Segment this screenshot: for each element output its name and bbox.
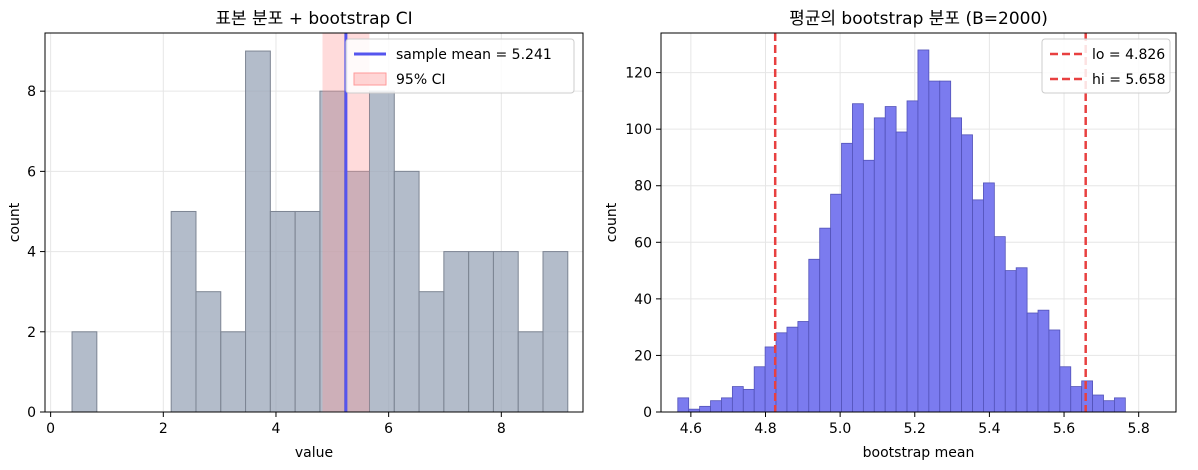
histogram-bar <box>71 331 98 413</box>
histogram-bar <box>220 331 247 413</box>
x-tick-label: 4.8 <box>754 421 776 437</box>
histogram-bar <box>344 170 370 413</box>
legend-label: lo = 4.826 <box>1092 47 1165 63</box>
y-tick-label: 8 <box>27 84 36 100</box>
x-tick-label: 5.4 <box>978 421 1000 437</box>
legend: sample mean = 5.241 95% CI <box>345 38 575 94</box>
histogram-bar <box>841 142 853 413</box>
histogram-bar <box>862 159 875 413</box>
histogram-bar <box>786 326 799 413</box>
histogram-bar <box>895 131 908 413</box>
histogram-bar <box>731 386 744 413</box>
y-tick-label: 60 <box>634 235 652 251</box>
histogram-bar <box>710 400 722 413</box>
y-tick-label: 100 <box>625 122 652 138</box>
chart-title: 표본 분포 + bootstrap CI <box>215 9 412 29</box>
histogram-bar <box>906 100 919 413</box>
histogram-bar <box>852 103 864 413</box>
histogram-bar <box>721 397 733 413</box>
histogram-bar <box>830 193 842 413</box>
x-tick-label: 2 <box>159 421 168 437</box>
histogram-bar <box>764 346 777 413</box>
histogram-bar <box>972 199 984 413</box>
histogram-bar <box>1081 380 1093 413</box>
histogram-bar <box>808 258 821 413</box>
histogram-bar <box>753 366 766 413</box>
axes-frame <box>660 32 1177 413</box>
right-histogram-panel: 4.6 4.8 5.0 5.2 5.4 5.6 5.8 0 20 40 60 80 100 120 boot… <box>604 9 1177 461</box>
histogram-bar <box>884 106 897 413</box>
y-tick-label: 20 <box>634 348 652 364</box>
y-tick-label: 0 <box>643 405 652 421</box>
legend-label: 95% CI <box>396 72 445 88</box>
y-axis-label: count <box>604 202 620 242</box>
histogram-bar <box>928 80 941 413</box>
histogram-bar <box>775 332 788 413</box>
x-tick-label: 8 <box>497 421 506 437</box>
histogram-bar <box>873 117 886 413</box>
histogram-bar <box>699 405 711 413</box>
y-tick-label: 80 <box>634 179 652 195</box>
y-tick-label: 40 <box>634 292 652 308</box>
histogram-bar <box>269 210 296 413</box>
histogram-bar <box>939 80 952 413</box>
x-tick-label: 0 <box>46 421 55 437</box>
legend-label: hi = 5.658 <box>1092 72 1165 88</box>
x-axis-label: value <box>295 445 333 461</box>
x-tick-label: 5.0 <box>829 421 851 437</box>
histogram-bar <box>492 251 519 413</box>
x-tick-label: 5.2 <box>904 421 926 437</box>
histogram-bar <box>170 210 197 413</box>
left-histogram-panel: 0 2 4 6 8 0 2 4 6 8 value count 표본 분포 + bootstrap CI… <box>7 9 584 461</box>
legend-box <box>345 38 575 94</box>
histogram-bar <box>393 170 420 413</box>
y-tick-label: 0 <box>27 405 36 421</box>
y-tick-label: 6 <box>27 164 36 180</box>
histogram-bar <box>797 321 810 413</box>
histogram-bar <box>677 397 690 413</box>
y-tick-label: 120 <box>625 66 652 82</box>
histogram-bar <box>1037 309 1050 413</box>
x-tick-label: 5.8 <box>1128 421 1150 437</box>
histogram-bar <box>468 251 494 413</box>
x-tick-label: 6 <box>384 421 393 437</box>
histogram-bar <box>819 227 832 413</box>
histogram-bar <box>195 291 222 413</box>
x-tick-label: 4 <box>272 421 281 437</box>
axes-frame <box>44 32 584 413</box>
histogram-bar <box>1015 267 1028 413</box>
histogram-bar <box>1103 400 1115 413</box>
histogram-bar <box>961 134 973 413</box>
histogram-bar <box>245 50 271 413</box>
histogram-bar <box>917 49 930 413</box>
histogram-bar <box>983 182 995 413</box>
histogram-bar <box>368 90 395 413</box>
y-tick-label: 2 <box>27 325 36 341</box>
chart-title: 평균의 bootstrap 분포 (B=2000) <box>789 9 1048 29</box>
histogram-bar <box>1026 312 1039 413</box>
histogram-bar <box>1114 397 1126 413</box>
y-axis-label: count <box>7 202 23 242</box>
histogram-bar <box>1004 270 1017 413</box>
histogram-bar <box>950 117 963 413</box>
histogram-bar <box>517 331 544 413</box>
legend-label: sample mean = 5.241 <box>396 47 552 63</box>
histogram-bar <box>1048 329 1061 413</box>
x-axis-label: bootstrap mean <box>863 445 975 461</box>
histogram-bar <box>294 210 321 413</box>
histogram-bar <box>993 236 1006 413</box>
legend: lo = 4.826 hi = 5.658 <box>1041 38 1171 94</box>
histogram-bar <box>418 291 445 413</box>
legend-swatch-patch <box>353 72 387 86</box>
x-tick-label: 4.6 <box>680 421 702 437</box>
histogram-bar <box>443 251 470 413</box>
histogram-bar <box>1070 386 1083 413</box>
y-tick-label: 4 <box>27 245 36 261</box>
x-tick-label: 5.6 <box>1053 421 1075 437</box>
histogram-bar <box>1092 394 1104 413</box>
histogram-bar <box>1059 366 1072 413</box>
histogram-bar <box>742 388 755 413</box>
histogram-bar <box>542 251 569 413</box>
